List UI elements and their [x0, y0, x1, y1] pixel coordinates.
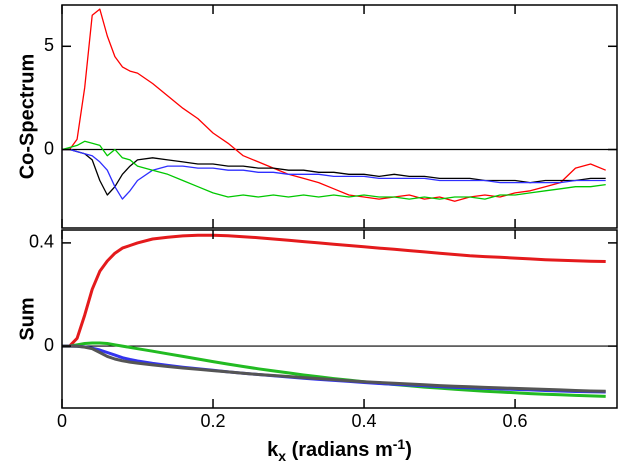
y-tick-label: 0 [44, 335, 54, 355]
x-tick-label: 0 [57, 411, 67, 431]
y-tick-label: 5 [44, 35, 54, 55]
y-axis-label: Sum [16, 297, 38, 340]
x-axis-label-part: ) [405, 439, 412, 461]
x-tick-label: 0.6 [503, 411, 528, 431]
x-axis-label-part: (radians m [286, 439, 393, 461]
y-axis-label: Co-Spectrum [16, 54, 38, 180]
panel: 0 0.4 0 0.2 0.4 0.6 Sum kx (radians m-1) [16, 229, 618, 464]
panel: 0 5 Co-Spectrum [16, 4, 618, 229]
series-line [62, 140, 606, 200]
series-line [62, 233, 606, 348]
series-line [62, 344, 606, 393]
y-tick-label: 0.4 [29, 232, 54, 252]
series-line [62, 8, 606, 202]
x-tick-label: 0.4 [352, 411, 377, 431]
x-axis-label-part: x [278, 448, 286, 464]
x-tick-label: 0.2 [201, 411, 226, 431]
series-line [62, 148, 606, 200]
plot-frame [61, 4, 618, 229]
x-axis-label-part: k [267, 439, 279, 461]
series-line [62, 148, 606, 196]
plot-frame [61, 229, 618, 409]
series-line [62, 344, 606, 394]
y-tick-label: 0 [44, 138, 54, 158]
x-axis-label: kx (radians m-1) [267, 436, 412, 464]
x-axis-label-part: -1 [393, 436, 406, 452]
series-line [62, 341, 606, 398]
